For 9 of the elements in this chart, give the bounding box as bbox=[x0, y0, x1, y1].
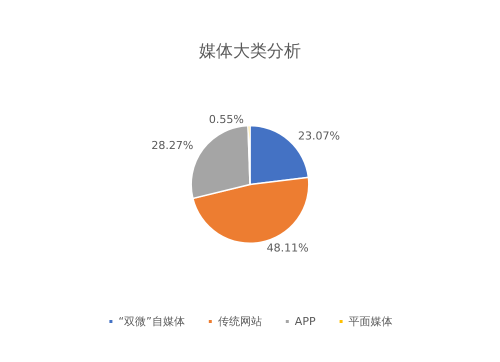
legend-label: APP bbox=[294, 315, 316, 328]
data-label: 28.27% bbox=[151, 138, 194, 152]
legend-label: “双微”自媒体 bbox=[118, 315, 185, 328]
chart-title: 媒体大类分析 bbox=[199, 42, 301, 62]
data-label: 23.07% bbox=[298, 129, 340, 142]
legend-label: 传统网站 bbox=[218, 315, 262, 328]
legend-label: 平面媒体 bbox=[348, 315, 393, 328]
data-label: 0.55% bbox=[208, 113, 244, 126]
data-label: 48.11% bbox=[266, 242, 309, 255]
